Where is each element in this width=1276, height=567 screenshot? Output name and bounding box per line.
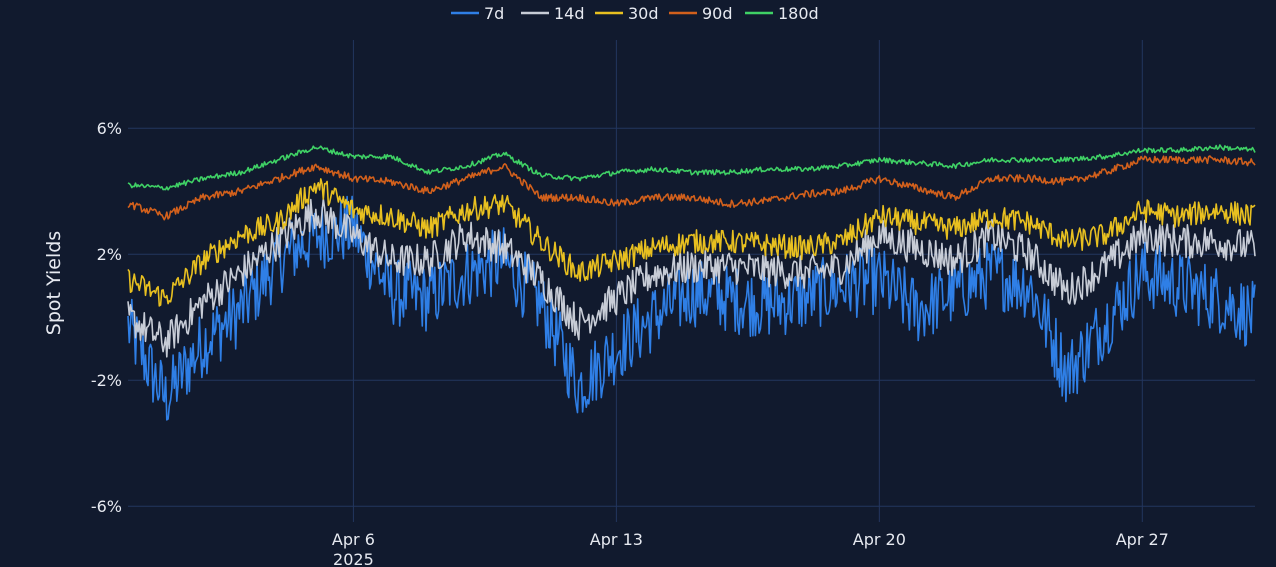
series-line-14d: [127, 198, 1256, 358]
grid: [128, 40, 1255, 522]
series-line-90d: [127, 155, 1256, 221]
legend[interactable]: 7d 14d 30d 90d 180d: [451, 4, 819, 23]
x-tick-sublabel: 2025: [333, 550, 374, 567]
y-tick-label: 2%: [97, 245, 122, 264]
legend-item-7d[interactable]: 7d: [451, 4, 504, 23]
y-tick-label: 6%: [97, 119, 122, 138]
legend-label: 30d: [628, 4, 659, 23]
legend-label: 90d: [702, 4, 733, 23]
legend-item-14d[interactable]: 14d: [521, 4, 585, 23]
legend-item-180d[interactable]: 180d: [745, 4, 819, 23]
legend-label: 180d: [778, 4, 819, 23]
x-tick-label: Apr 13: [590, 530, 643, 549]
legend-item-90d[interactable]: 90d: [669, 4, 733, 23]
x-tick-label: Apr 6: [332, 530, 375, 549]
series-lines: [127, 144, 1256, 421]
y-axis-title: Spot Yields: [43, 231, 65, 335]
y-axis: 6% 2% -2% -6%: [91, 119, 122, 516]
legend-label: 14d: [554, 4, 585, 23]
y-tick-label: -6%: [91, 497, 122, 516]
series-line-180d: [127, 144, 1256, 191]
legend-item-30d[interactable]: 30d: [595, 4, 659, 23]
x-tick-label: Apr 27: [1116, 530, 1169, 549]
y-tick-label: -2%: [91, 371, 122, 390]
x-tick-label: Apr 20: [853, 530, 906, 549]
legend-label: 7d: [484, 4, 504, 23]
series-line-30d: [127, 178, 1256, 307]
